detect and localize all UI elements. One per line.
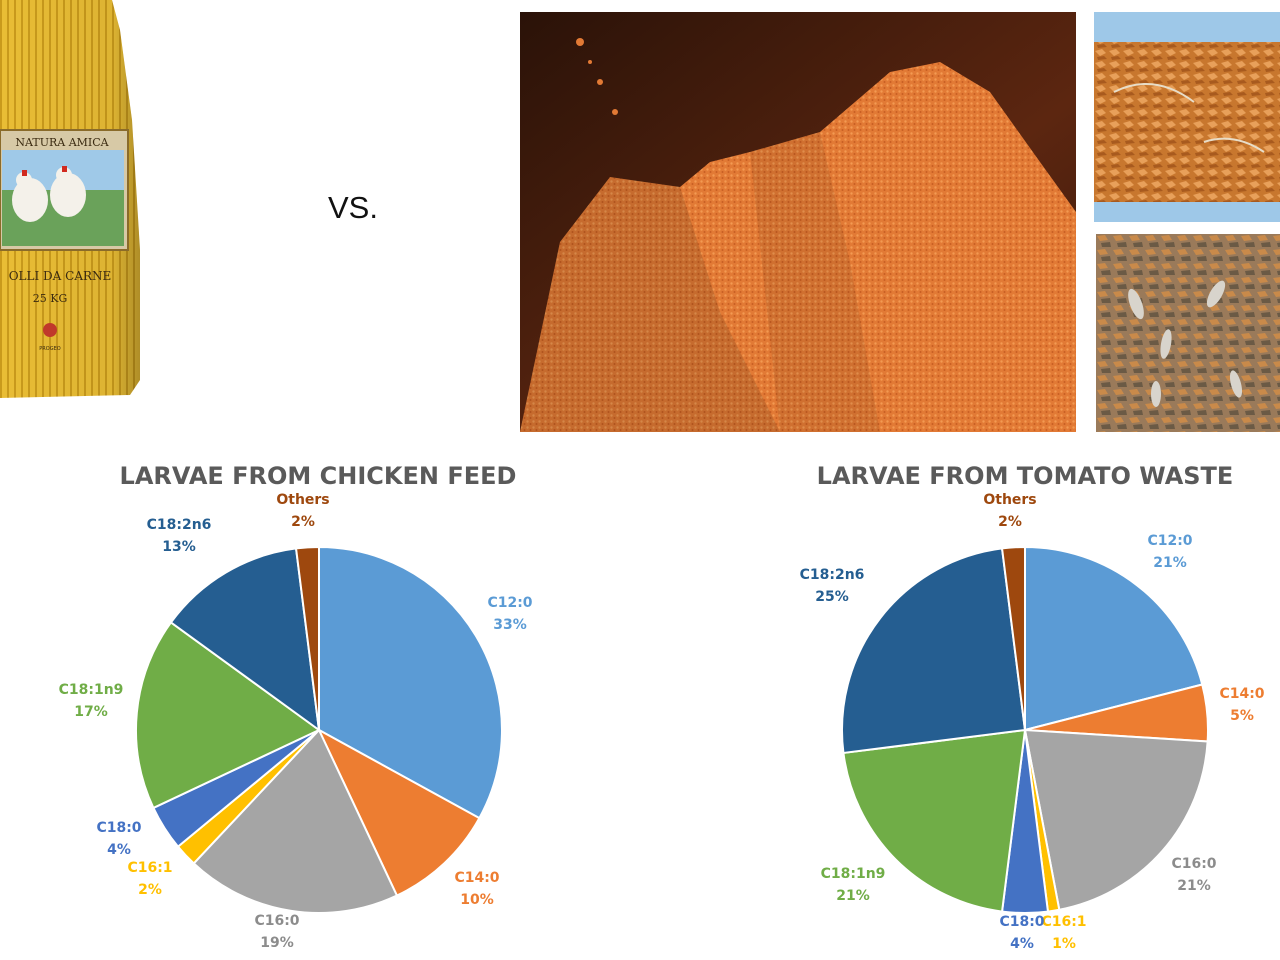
slice-value-c16-0: 21% <box>1177 878 1211 894</box>
slice-label-c18-1n9: C18:1n9 <box>821 866 886 882</box>
chart-title-tomato-waste: LARVAE FROM TOMATO WASTE <box>816 462 1234 490</box>
slice-value-c18-2n6: 25% <box>815 589 849 605</box>
slice-label-c18-0: C18:0 <box>96 820 141 836</box>
slice-label-c16-0: C16:0 <box>1171 856 1216 872</box>
slice-value-c18-0: 4% <box>107 842 131 858</box>
slice-value-c14-0: 5% <box>1230 708 1254 724</box>
slice-label-c12-0: C12:0 <box>1147 533 1192 549</box>
chart-title-chicken-feed: LARVAE FROM CHICKEN FEED <box>119 462 517 490</box>
pie-slice-c12-0 <box>318 545 503 820</box>
tomato-waste-larvae-image <box>1096 234 1280 432</box>
pie-chart-chicken-feed: C12:0 33% C14:0 10% C16:0 19% C16:1 2% C18:0 4% C1… <box>59 492 533 951</box>
slice-value-c16-1: 1% <box>1052 936 1076 952</box>
pie-slice-c14-0 <box>316 727 481 897</box>
bag-brand-text: NATURA AMICA <box>15 136 109 149</box>
tomato-waste-dried-image <box>1094 12 1280 222</box>
chicken-feed-bag-image: NATURA AMICA OLLI DA CARNE 25 KG PROGEO <box>0 0 150 400</box>
slice-label-c16-1: C16:1 <box>1041 914 1086 930</box>
slice-value-c14-0: 10% <box>460 892 494 908</box>
slice-label-c18-2n6: C18:2n6 <box>800 567 865 583</box>
tomato-waste-pile-image <box>520 12 1076 432</box>
bag-product-text: OLLI DA CARNE <box>9 269 112 283</box>
slice-value-others: 2% <box>291 514 315 530</box>
pie-slice-c18-2n6 <box>169 547 321 733</box>
pie-slice-c16-0 <box>1023 728 1209 911</box>
slice-label-others: Others <box>276 492 329 508</box>
pie-slice-c18-1n9 <box>135 621 321 810</box>
slice-value-c16-1: 2% <box>138 882 162 898</box>
slice-label-c18-0: C18:0 <box>999 914 1044 930</box>
slice-label-c14-0: C14:0 <box>454 870 499 886</box>
pie-slice-c18-1n9 <box>842 728 1027 913</box>
bag-weight-text: 25 KG <box>33 292 68 305</box>
slice-value-c18-0: 4% <box>1010 936 1034 952</box>
slice-value-c16-0: 19% <box>260 935 294 951</box>
slice-value-c12-0: 33% <box>493 617 527 633</box>
slice-value-c18-2n6: 13% <box>162 539 196 555</box>
vs-label: VS. <box>328 190 378 225</box>
slice-value-c18-1n9: 21% <box>836 888 870 904</box>
pie-chart-tomato-waste: C12:0 21% C14:0 5% C16:0 21% C16:1 1% C18:0 4% C18… <box>800 492 1265 952</box>
slice-value-c12-0: 21% <box>1153 555 1187 571</box>
pie-slice-c12-0 <box>1024 545 1204 732</box>
slice-label-c16-1: C16:1 <box>127 860 172 876</box>
slice-value-c18-1n9: 17% <box>74 704 108 720</box>
slice-label-c12-0: C12:0 <box>487 595 532 611</box>
pie-slice-others <box>294 545 320 731</box>
pie-slice-others <box>1000 545 1026 731</box>
slice-label-others: Others <box>983 492 1036 508</box>
pie-slice-c16-0 <box>192 728 399 914</box>
slice-value-others: 2% <box>998 514 1022 530</box>
bag-maker-text: PROGEO <box>39 346 60 352</box>
slice-label-c18-2n6: C18:2n6 <box>147 517 212 533</box>
slice-label-c18-1n9: C18:1n9 <box>59 682 124 698</box>
slice-label-c16-0: C16:0 <box>254 913 299 929</box>
slice-label-c14-0: C14:0 <box>1219 686 1264 702</box>
pie-slice-c18-2n6 <box>840 547 1027 755</box>
